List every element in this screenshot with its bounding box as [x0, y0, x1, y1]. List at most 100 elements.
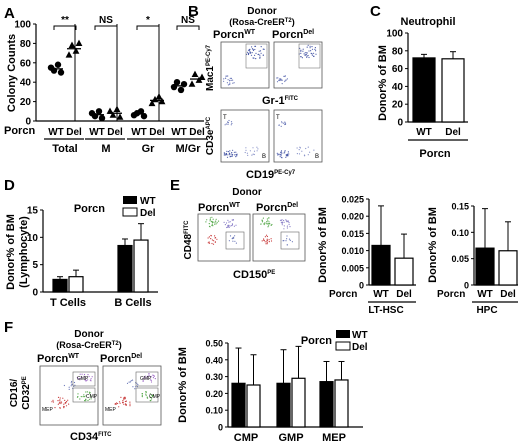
f-dot-cmp: [89, 392, 91, 394]
e-hpc-bar-wt: [475, 247, 495, 286]
f-gate-wt-mep-label: MEP: [42, 407, 54, 413]
b-dot-b-cells: [279, 156, 281, 158]
f-dot-cmp: [85, 395, 87, 397]
e-dot-purple: [229, 221, 231, 223]
f-dot-other: [128, 381, 130, 383]
f-dot-mep: [57, 403, 59, 405]
b-dot-negative: [226, 82, 228, 84]
b-dot-b-cells: [232, 153, 234, 156]
e-dot-blue: [234, 235, 236, 237]
f-dot-mep: [129, 403, 131, 405]
panel-letter-f: F: [4, 319, 13, 336]
c-x-tick-label: WT: [416, 127, 432, 138]
f-dot-other: [68, 388, 70, 390]
e-dot-green: [209, 219, 211, 221]
b-dot-b-cells: [280, 150, 283, 152]
b-dot-b-cells: [224, 153, 226, 155]
f-facs-plot-wt: [39, 365, 99, 426]
f-legend-title: Porcn: [301, 335, 332, 347]
f-dot-gmp: [87, 379, 89, 381]
b-dot-mac1-gr1-high: [255, 52, 257, 55]
f-dot-gmp: [91, 376, 93, 378]
d-x-tick-label: B Cells: [114, 297, 151, 309]
b-dot-mac1-gr1-high: [248, 52, 250, 55]
f-dot-cmp: [150, 396, 152, 399]
e-lt-y-tick-label: 0.015: [341, 229, 364, 239]
f-dot-cmp: [149, 393, 151, 395]
f-legend-del-label: Del: [352, 342, 368, 353]
f-dot-mep: [54, 407, 56, 409]
b-dot-negative: [276, 77, 278, 79]
f-dot-mep: [122, 399, 124, 402]
b-donor-genotype: (Rosa-CreERT2): [229, 17, 295, 27]
f-dot-mep: [52, 399, 54, 401]
b-facs-plot-wt-lymphoid: [220, 109, 270, 163]
a-point-wt: [54, 61, 62, 68]
b-dot-mac1-gr1-high: [315, 53, 317, 55]
b-dot-t-cells: [281, 122, 283, 124]
b-dot-mac1-gr1-high: [309, 47, 311, 49]
b-gate-t-del: T: [276, 115, 280, 121]
b-dot-negative: [232, 82, 234, 84]
c-y-tick-label: 80: [392, 46, 404, 57]
d-y-tick-label: 15: [27, 206, 39, 217]
f-dot-cmp: [76, 396, 79, 398]
e-dot-red: [214, 237, 217, 239]
b-dot-b-cells: [229, 155, 232, 157]
panel-letter-a: A: [4, 5, 15, 22]
b-dot-t-cells: [224, 124, 226, 126]
b-dot-mac1-gr1-high: [254, 45, 256, 48]
e-dot-red: [208, 242, 211, 244]
a-y-tick-label: 20: [20, 97, 32, 108]
f-gate-wt-cmp-label: CMP: [86, 394, 98, 400]
e-dot-purple: [280, 222, 282, 224]
f-dot-other: [70, 385, 72, 387]
f-dot-mep: [52, 401, 55, 403]
b-dot-negative: [225, 75, 227, 77]
f-dot-mep: [118, 406, 120, 408]
b-dot-b-cells: [280, 154, 282, 156]
e-dot-green: [212, 218, 214, 220]
b-dot-mac1-gr1-high: [311, 54, 313, 56]
e-dot-green: [211, 223, 213, 225]
b-dot-negative: [224, 77, 227, 79]
b-wt-label: PorcnWT: [213, 29, 256, 41]
f-dot-cmp: [79, 398, 81, 400]
f-dot-gmp: [152, 374, 154, 376]
b-dot-mac1-gr1-high: [306, 52, 308, 54]
f-dot-other: [131, 379, 134, 381]
f-dot-mep: [59, 407, 61, 409]
b-dot-mac1-gr1-high: [259, 56, 261, 58]
c-y-axis-label: Donor% of BM: [377, 45, 389, 121]
b-dot-other: [296, 153, 298, 155]
a-group-label: Total: [52, 143, 77, 155]
e-hpc-x-tick-label: Del: [500, 289, 516, 300]
f-dot-other: [71, 384, 73, 386]
e-dot-green: [217, 220, 220, 222]
b-dot-other: [298, 149, 300, 151]
f-dot-cmp: [152, 395, 154, 397]
b-dot-b-cells: [226, 150, 228, 152]
a-point-del: [113, 105, 121, 112]
b-dot-mac1-gr1-high: [311, 46, 313, 48]
d-y-axis-label-2: (Lymphocyte): [18, 216, 30, 288]
a-group-label: M: [101, 143, 110, 155]
b-dot-negative: [286, 78, 288, 80]
c-y-tick-label: 0: [397, 118, 403, 129]
e-gate-wt-lt-hsc: [225, 231, 245, 250]
f-dot-mep: [129, 401, 131, 403]
f-dot-mep: [125, 404, 127, 406]
e-dot-green: [214, 221, 216, 223]
e-dot-blue: [229, 235, 232, 237]
e-dot-red: [210, 235, 212, 237]
e-dot-purple: [226, 226, 228, 229]
e-dot-blue: [286, 235, 288, 237]
c-bar-wt: [412, 57, 436, 123]
f-y-tick-label: 0.20: [205, 389, 223, 399]
f-dot-other: [137, 384, 139, 386]
f-facs-dots: [51, 373, 156, 409]
b-dot-mac1-gr1-high: [311, 48, 314, 50]
b-dot-negative: [280, 78, 282, 80]
